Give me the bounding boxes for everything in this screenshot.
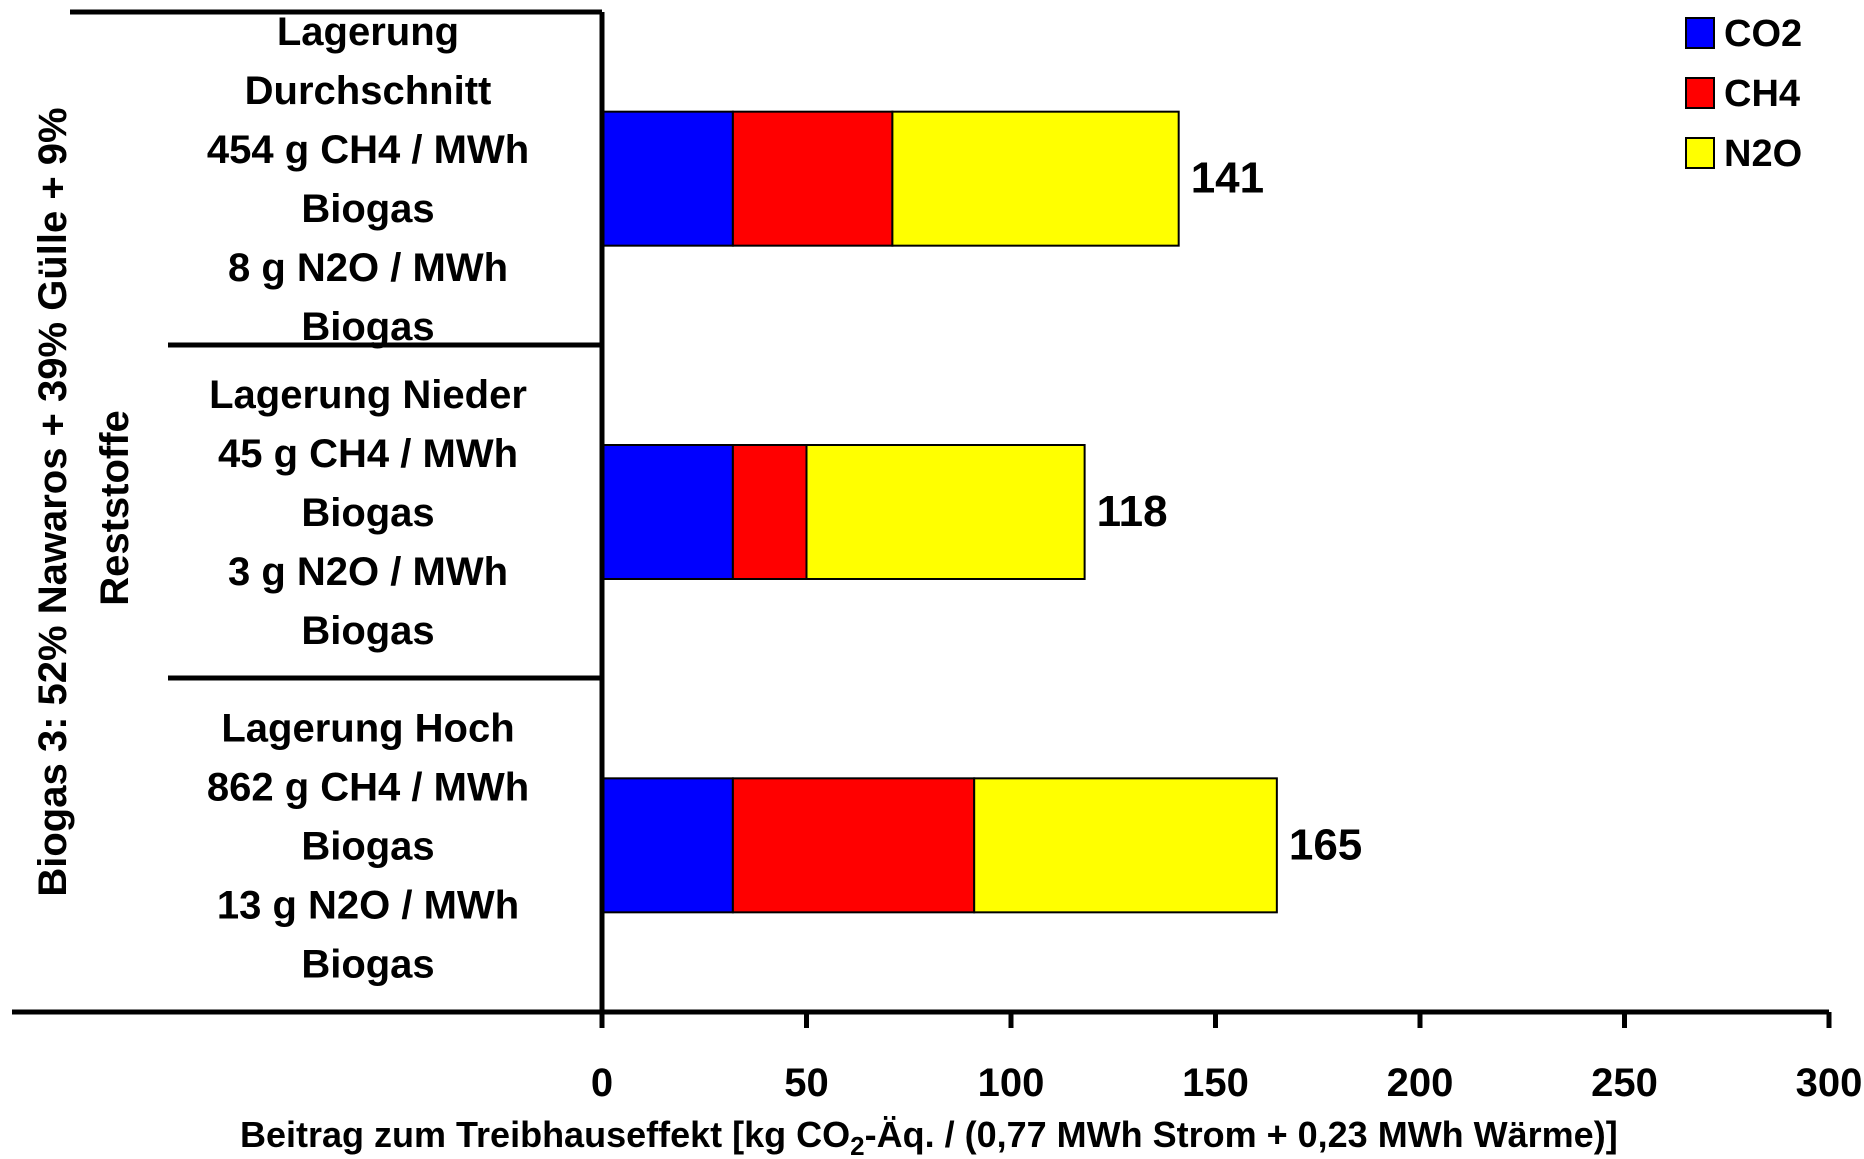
bar-segment-co2-1: [601, 110, 734, 247]
group-label-line-1: Biogas 3: 52% Nawaros + 39% Gülle + 9%: [31, 107, 75, 896]
x-tick-label-3: 100: [978, 1061, 1045, 1105]
legend-label-n2o: N2O: [1724, 133, 1802, 175]
bar-total-label-1: 141: [1191, 154, 1264, 203]
bar-segment-co2-3: [601, 777, 734, 914]
bar-total-label-3: 165: [1289, 820, 1362, 869]
bar-segment-n2o-1: [891, 110, 1180, 247]
x-ticks: 0 50 100 150 200 250 300: [591, 1012, 1863, 1105]
legend-swatch-ch4: [1685, 77, 1715, 109]
category-label-2-line-2: 45 g CH4 / MWh: [218, 432, 518, 476]
category-label-3-line-4: 13 g N2O / MWh: [217, 883, 519, 927]
x-tick-label-5: 200: [1387, 1061, 1454, 1105]
category-label-1-line-5: 8 g N2O / MWh: [228, 246, 508, 290]
category-label-3-line-2: 862 g CH4 / MWh: [207, 765, 529, 809]
bar-segment-ch4-2: [731, 444, 808, 580]
category-label-2-line-1: Lagerung Nieder: [209, 373, 527, 417]
legend-label-ch4: CH4: [1724, 73, 1800, 115]
category-label-1-line-2: Durchschnitt: [245, 69, 492, 113]
x-tick-label-1: 0: [591, 1061, 613, 1105]
bar-segment-n2o-2: [805, 444, 1086, 580]
x-tick-label-2: 50: [784, 1061, 829, 1105]
category-label-2-line-5: Biogas: [301, 609, 434, 653]
bar-segment-n2o-3: [973, 777, 1278, 914]
x-axis-label-sub: 2: [850, 1131, 864, 1159]
bar-segment-ch4-3: [731, 777, 976, 914]
axes: [12, 9, 1829, 1015]
group-label-line-2: Reststoffe: [93, 410, 137, 606]
category-label-1-line-4: Biogas: [301, 187, 434, 231]
category-label-3-line-5: Biogas: [301, 942, 434, 986]
x-tick-label-4: 150: [1182, 1061, 1249, 1105]
x-axis-label: Beitrag zum Treibhauseffekt [kg CO2-Äq. …: [240, 1114, 1618, 1159]
legend-swatch-co2: [1685, 17, 1715, 49]
category-label-1-line-1: Lagerung: [277, 10, 459, 54]
x-tick-label-6: 250: [1591, 1061, 1658, 1105]
bars: [601, 110, 1278, 914]
category-label-1-line-3: 454 g CH4 / MWh: [207, 128, 529, 172]
bar-totals: 141 118 165: [1097, 154, 1363, 870]
bar-segment-ch4-1: [731, 110, 894, 247]
category-label-2-line-4: 3 g N2O / MWh: [228, 550, 508, 594]
category-label-3-line-3: Biogas: [301, 824, 434, 868]
legend-label-co2: CO2: [1724, 13, 1802, 55]
bar-total-label-2: 118: [1097, 487, 1168, 536]
category-label-2-line-3: Biogas: [301, 491, 434, 535]
x-axis-label-pre: Beitrag zum Treibhauseffekt [kg CO: [240, 1114, 850, 1155]
category-labels: Lagerung Durchschnitt 454 g CH4 / MWh Bioga…: [207, 10, 529, 986]
bar-segment-co2-2: [601, 444, 734, 580]
group-label: Biogas 3: 52% Nawaros + 39% Gülle + 9% R…: [31, 107, 137, 896]
x-axis-label-post: -Äq. / (0,77 MWh Strom + 0,23 MWh Wärme)…: [865, 1114, 1618, 1155]
legend: CO2 CH4 N2O: [1685, 13, 1802, 175]
x-tick-label-7: 300: [1796, 1061, 1863, 1105]
category-label-3-line-1: Lagerung Hoch: [221, 706, 514, 750]
category-label-1-line-6: Biogas: [301, 305, 434, 349]
legend-swatch-n2o: [1685, 137, 1715, 169]
